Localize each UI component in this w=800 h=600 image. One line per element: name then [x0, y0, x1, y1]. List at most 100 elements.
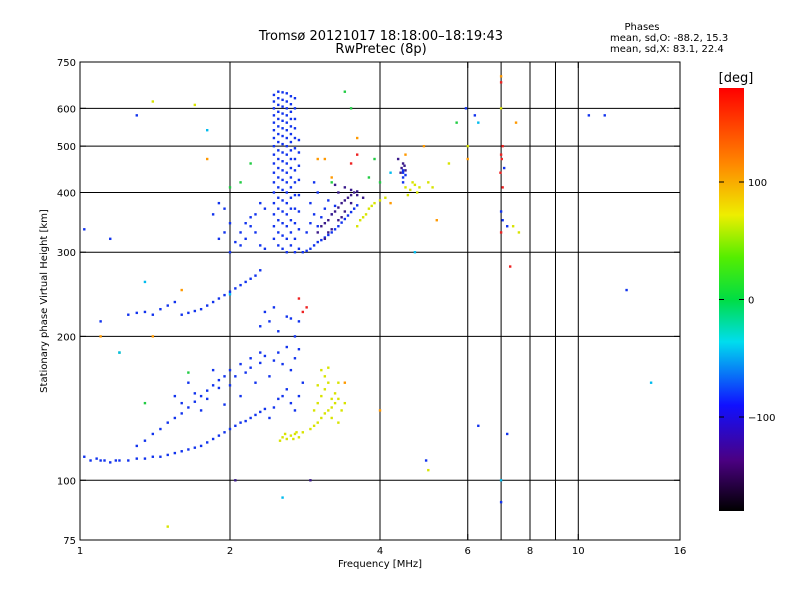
data-point	[217, 297, 221, 300]
data-point	[447, 162, 451, 165]
data-point	[199, 444, 203, 448]
data-point	[223, 403, 226, 406]
data-point	[340, 201, 343, 205]
data-point	[272, 171, 276, 174]
data-point	[343, 199, 347, 202]
data-point	[289, 132, 293, 136]
data-point	[293, 237, 297, 241]
data-point	[277, 231, 280, 234]
data-point	[435, 219, 438, 222]
data-point	[244, 237, 247, 241]
data-point	[143, 439, 147, 442]
data-point	[293, 222, 297, 225]
data-point	[330, 406, 333, 409]
data-point	[297, 151, 301, 154]
data-point	[281, 234, 284, 237]
data-point	[305, 249, 308, 253]
data-point	[211, 213, 215, 216]
grid-lines	[80, 62, 680, 540]
data-point	[297, 228, 301, 231]
colorbar-tick-label: 100	[748, 178, 767, 189]
data-point	[305, 231, 308, 234]
data-point	[289, 434, 293, 437]
y-tick-label: 500	[57, 142, 76, 153]
y-tick-label: 300	[57, 248, 76, 259]
data-point	[320, 216, 323, 219]
data-point	[135, 444, 138, 448]
data-point	[320, 238, 323, 242]
data-point	[277, 207, 280, 210]
data-point	[228, 368, 232, 372]
data-point	[244, 419, 247, 423]
data-point	[355, 193, 359, 197]
data-point	[281, 91, 284, 94]
data-point	[403, 164, 406, 167]
data-point	[289, 207, 293, 210]
data-point	[285, 171, 288, 174]
data-point	[285, 315, 288, 318]
data-point	[285, 388, 288, 391]
data-point	[254, 274, 257, 277]
data-point	[289, 166, 293, 170]
data-point	[337, 191, 340, 194]
data-point	[343, 381, 347, 384]
data-point	[477, 121, 480, 124]
data-point	[349, 162, 353, 165]
data-point	[466, 157, 469, 161]
data-point	[285, 213, 288, 216]
y-axis-label: Stationary phase Virtual Height [km]	[39, 209, 50, 393]
data-point	[330, 181, 333, 184]
data-point	[404, 153, 407, 156]
data-point	[301, 310, 305, 314]
data-point	[289, 157, 293, 161]
data-point	[330, 231, 333, 234]
y-tick-label: 400	[57, 188, 76, 199]
data-point	[109, 461, 112, 464]
data-point	[499, 107, 503, 110]
colorbar-ticks: −100 0 100	[719, 178, 775, 424]
data-point	[293, 335, 297, 338]
data-point	[649, 381, 653, 384]
data-point	[228, 290, 232, 293]
data-point	[349, 210, 353, 214]
data-point	[285, 437, 288, 441]
data-point	[289, 103, 293, 106]
data-point	[272, 406, 276, 409]
data-point	[343, 217, 347, 221]
data-point	[199, 409, 203, 412]
data-point	[114, 459, 118, 462]
data-point	[309, 479, 312, 482]
data-point	[364, 213, 368, 216]
x-tick-label: 4	[377, 546, 383, 557]
data-point	[143, 310, 147, 314]
data-point	[349, 193, 353, 197]
data-point	[337, 397, 340, 401]
data-point	[281, 127, 284, 130]
data-point	[367, 176, 371, 179]
data-point	[293, 432, 297, 436]
data-point	[193, 392, 197, 395]
data-point	[180, 313, 183, 316]
data-point	[343, 401, 347, 405]
data-point	[323, 375, 327, 378]
data-point	[316, 225, 319, 228]
data-point	[244, 280, 247, 284]
data-point	[505, 432, 509, 436]
data-point	[211, 384, 215, 387]
data-point	[277, 96, 280, 100]
data-point	[297, 164, 301, 167]
x-tick-label: 10	[572, 546, 585, 557]
data-point	[327, 231, 330, 234]
data-point	[272, 201, 276, 205]
y-tick-label: 750	[57, 58, 76, 69]
data-point	[400, 166, 403, 170]
data-point	[187, 448, 190, 451]
data-point	[327, 199, 330, 202]
data-point	[352, 207, 356, 210]
data-point	[159, 307, 162, 311]
data-point	[499, 153, 503, 156]
data-point	[285, 191, 288, 194]
data-point	[118, 351, 121, 354]
data-point	[340, 221, 343, 224]
data-point	[193, 400, 197, 403]
